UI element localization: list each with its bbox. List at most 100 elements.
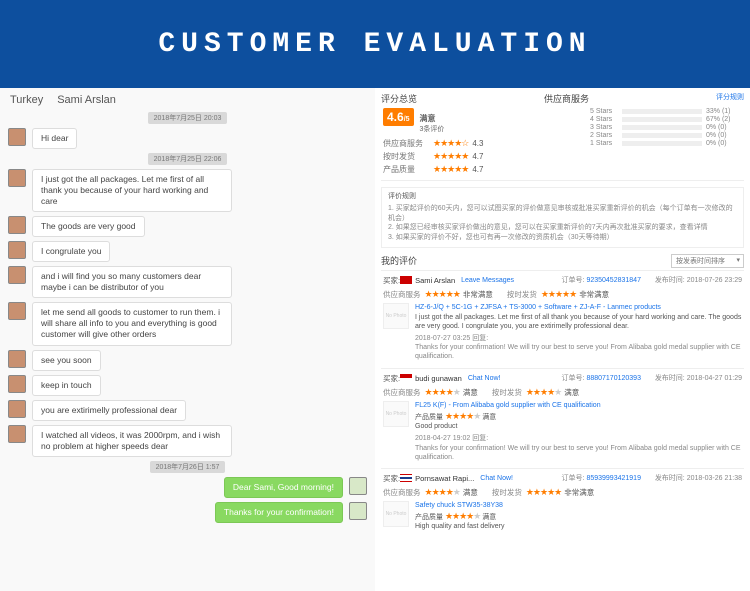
product-row: No Photo HZ-6-J/Q + 5C-1G + ZJFSA + TS-3… — [383, 303, 742, 331]
my-reviews-header: 我的评价 按发表时间排序 — [381, 254, 744, 268]
order-link[interactable]: 92350452831847 — [586, 277, 641, 284]
banner-title: CUSTOMER EVALUATION — [158, 29, 591, 60]
chat-header: Turkey Sami Arslan — [6, 92, 369, 108]
svc-title: 供应商服务 — [544, 92, 589, 105]
product-row: No Photo Safety chuck STW35-38Y38 产品质量 ★… — [383, 501, 742, 532]
rules-box: 评价规则 1. 买家起评价的60天内，您可以试图买家的评价做意见审核或批准买家重… — [381, 187, 744, 248]
avatar — [8, 266, 26, 284]
product-thumb: No Photo — [383, 401, 409, 427]
seller-reply: 2018-07-27 03:25 回复:Thanks for your conf… — [415, 334, 742, 361]
dist-row: 3 Stars0% (0) — [590, 124, 742, 131]
msg-row: Hi dear — [8, 128, 367, 149]
msg-row: I watched all videos, it was 2000rpm, an… — [8, 425, 367, 457]
avatar — [8, 302, 26, 320]
review-item: 买家: Pornsawat Rapi... Chat Now! 订单号: 859… — [381, 468, 744, 539]
msg-row: keep in touch — [8, 375, 367, 396]
msg-bubble: Thanks for your confirmation! — [215, 502, 343, 523]
avatar — [8, 128, 26, 146]
rating-lines: 供应商服务★★★★☆4.3 按时发货★★★★★4.7 产品质量★★★★★4.7 — [383, 138, 483, 175]
msg-row: I just got the all packages. Let me firs… — [8, 169, 367, 212]
rule-line: 2. 如果您已经审核买家评价做出的意见，您可以在买家重新评价的7天内再次批准买家… — [388, 223, 737, 233]
score: 4.6/5 — [383, 108, 414, 126]
leave-message-link[interactable]: Leave Messages — [461, 277, 514, 284]
flag-icon — [400, 474, 412, 482]
msg-row: I congrulate you — [8, 241, 367, 262]
msg-bubble: let me send all goods to customer to run… — [32, 302, 232, 345]
buyer-row: 买家: Pornsawat Rapi... Chat Now! 订单号: 859… — [383, 473, 742, 484]
chat-now-link[interactable]: Chat Now! — [480, 475, 513, 482]
rules-title: 评价规则 — [388, 192, 737, 202]
chat-date: 2018年7月25日 20:03 — [148, 112, 228, 124]
seller-reply: 2018-04-27 19:02 回复:Thanks for your conf… — [415, 434, 742, 461]
msg-bubble: Dear Sami, Good morning! — [224, 477, 343, 498]
msg-bubble: I watched all videos, it was 2000rpm, an… — [32, 425, 232, 457]
dist-row: 5 Stars33% (1) — [590, 108, 742, 115]
dist-row: 1 Stars0% (0) — [590, 140, 742, 147]
chat-panel: Turkey Sami Arslan 2018年7月25日 20:03 Hi d… — [0, 88, 375, 591]
msg-bubble: and i will find you so many customers de… — [32, 266, 232, 298]
msg-row: and i will find you so many customers de… — [8, 266, 367, 298]
count: 3条评价 — [420, 124, 445, 134]
product-thumb: No Photo — [383, 303, 409, 329]
msg-bubble: you are extirimelly professional dear — [32, 400, 186, 421]
avatar — [8, 375, 26, 393]
summary-title: 评分总览 — [381, 92, 417, 105]
order-link[interactable]: 85939993421919 — [586, 475, 641, 482]
order-link[interactable]: 88807170120393 — [586, 375, 641, 382]
rule-line: 3. 如果买家的评价不好，您也可有再一次修改的资质机会（30天等待期） — [388, 233, 737, 243]
review-comment: High quality and fast delivery — [415, 522, 505, 531]
buyer-row: 买家: Sami Arslan Leave Messages 订单号: 9235… — [383, 275, 742, 286]
msg-bubble: keep in touch — [32, 375, 101, 396]
flag-icon — [400, 374, 412, 382]
msg-bubble: Hi dear — [32, 128, 77, 149]
dist-row: 2 Stars0% (0) — [590, 132, 742, 139]
buyer-name: Pornsawat Rapi... — [415, 474, 474, 483]
review-comment: I just got the all packages. Let me firs… — [415, 313, 742, 331]
review-panel: 评分总览 供应商服务 评分规则 4.6/5 满意 3条评价 供应商服务★★★★☆… — [375, 88, 750, 591]
banner: CUSTOMER EVALUATION — [0, 0, 750, 88]
chat-country: Turkey — [10, 94, 43, 106]
rating-row: 供应商服务★★★★★满意 按时发货★★★★★非常满意 — [383, 487, 742, 498]
buyer-name: budi gunawan — [415, 374, 462, 383]
rating-distribution: 5 Stars33% (1)4 Stars67% (2)3 Stars0% (0… — [590, 108, 742, 148]
avatar — [8, 400, 26, 418]
msg-row: Dear Sami, Good morning! — [8, 477, 367, 498]
dist-row: 4 Stars67% (2) — [590, 116, 742, 123]
msg-bubble: I just got the all packages. Let me firs… — [32, 169, 232, 212]
sort-dropdown[interactable]: 按发表时间排序 — [671, 254, 744, 268]
chat-name: Sami Arslan — [57, 94, 116, 106]
rules-link[interactable]: 评分规则 — [716, 92, 744, 105]
review-item: 买家: budi gunawan Chat Now! 订单号: 88807170… — [381, 368, 744, 468]
msg-row: Thanks for your confirmation! — [8, 502, 367, 523]
msg-row: you are extirimelly professional dear — [8, 400, 367, 421]
msg-row: The goods are very good — [8, 216, 367, 237]
buyer-name: Sami Arslan — [415, 276, 455, 285]
avatar — [349, 477, 367, 495]
avatar — [8, 216, 26, 234]
product-name[interactable]: FL25 K(F) - From Alibaba gold supplier w… — [415, 401, 601, 410]
avatar — [8, 169, 26, 187]
msg-bubble: I congrulate you — [32, 241, 110, 262]
review-comment: Good product — [415, 422, 601, 431]
content: Turkey Sami Arslan 2018年7月25日 20:03 Hi d… — [0, 88, 750, 591]
product-row: No Photo FL25 K(F) - From Alibaba gold s… — [383, 401, 742, 432]
msg-bubble: The goods are very good — [32, 216, 145, 237]
avatar — [8, 350, 26, 368]
product-name[interactable]: HZ-6-J/Q + 5C-1G + ZJFSA + TS-3000 + Sof… — [415, 303, 742, 312]
summary-box: 4.6/5 满意 3条评价 供应商服务★★★★☆4.3 按时发货★★★★★4.7… — [381, 105, 744, 181]
msg-bubble: see you soon — [32, 350, 101, 371]
avatar — [8, 425, 26, 443]
msg-row: let me send all goods to customer to run… — [8, 302, 367, 345]
chat-date: 2018年7月25日 22:06 — [148, 153, 228, 165]
chat-date: 2018年7月26日 1:57 — [150, 461, 226, 473]
rule-line: 1. 买家起评价的60天内，您可以试图买家的评价做意见审核或批准买家重新评价的机… — [388, 204, 737, 224]
msg-row: see you soon — [8, 350, 367, 371]
product-thumb: No Photo — [383, 501, 409, 527]
rating-row: 供应商服务★★★★★满意 按时发货★★★★★满意 — [383, 387, 742, 398]
review-item: 买家: Sami Arslan Leave Messages 订单号: 9235… — [381, 270, 744, 368]
avatar — [349, 502, 367, 520]
product-name[interactable]: Safety chuck STW35-38Y38 — [415, 501, 505, 510]
avatar — [8, 241, 26, 259]
chat-now-link[interactable]: Chat Now! — [468, 375, 501, 382]
buyer-row: 买家: budi gunawan Chat Now! 订单号: 88807170… — [383, 373, 742, 384]
